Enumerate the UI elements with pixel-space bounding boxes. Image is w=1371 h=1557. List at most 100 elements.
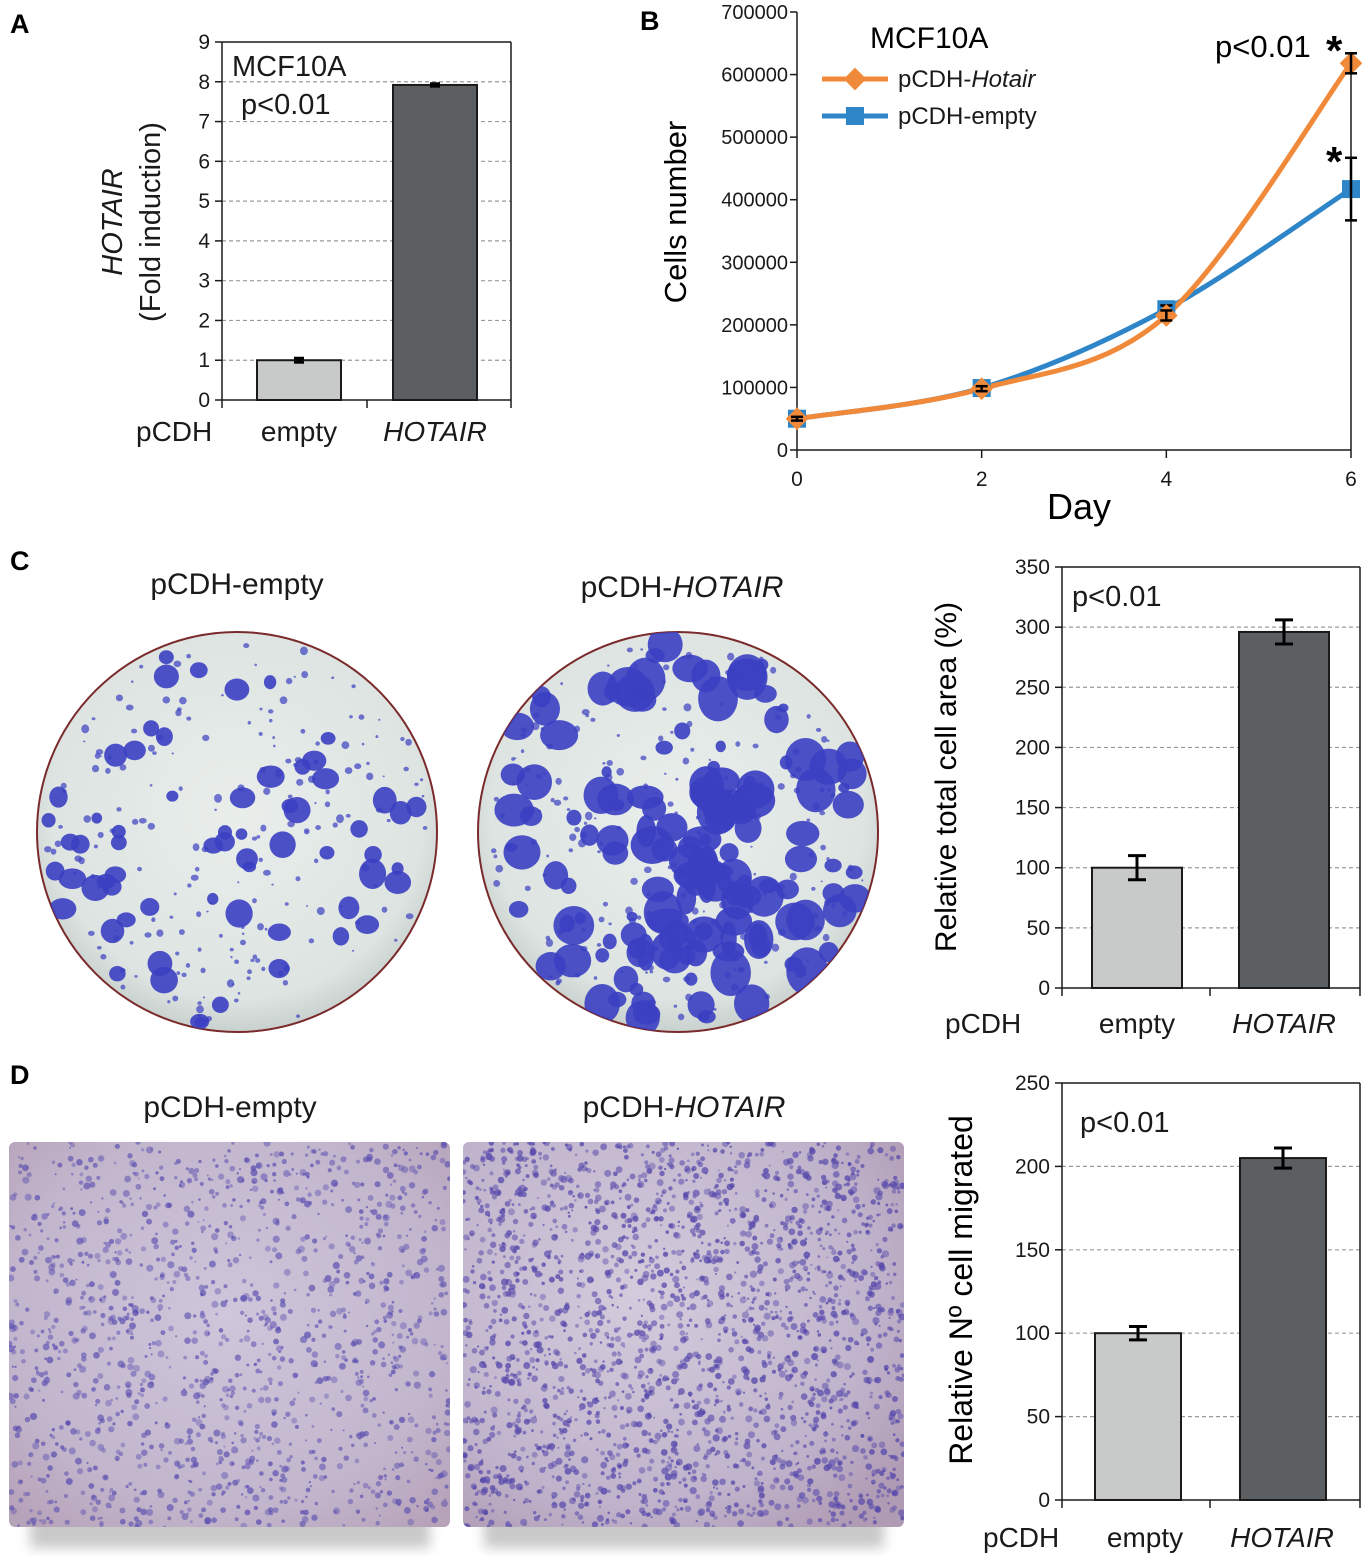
migrated-cell (139, 1387, 145, 1393)
migrated-cell (206, 1499, 213, 1506)
colony (234, 959, 240, 965)
migrated-cell (378, 1341, 386, 1349)
migrated-cell (854, 1158, 860, 1164)
colony (167, 1000, 171, 1004)
migrated-cell (486, 1346, 489, 1349)
migrated-cell (753, 1323, 756, 1326)
migrated-cell (408, 1158, 412, 1162)
migrated-cell (338, 1446, 343, 1451)
migrated-cell (399, 1205, 406, 1212)
migrated-cell (787, 1180, 795, 1188)
migrated-cell (310, 1149, 315, 1154)
migrated-cell (704, 1473, 707, 1476)
colony (508, 900, 529, 918)
migrated-cell (380, 1302, 387, 1308)
migrated-cell (748, 1306, 753, 1311)
migrated-cell (272, 1470, 279, 1477)
migrated-cell (587, 1310, 591, 1315)
migrated-cell (490, 1318, 497, 1325)
migrated-cell (672, 1275, 680, 1283)
migrated-cell (80, 1352, 87, 1359)
colony (364, 845, 382, 864)
migrated-cell (900, 1515, 904, 1521)
migrated-cell (413, 1210, 418, 1214)
migrated-cell (119, 1318, 126, 1325)
migrated-cell (867, 1416, 871, 1420)
migrated-cell (700, 1241, 704, 1245)
migrated-cell (687, 1190, 691, 1194)
migrated-cell (529, 1292, 533, 1296)
chart-a-group-label: pCDH (136, 416, 212, 447)
migrated-cell (802, 1265, 809, 1272)
migrated-cell (23, 1492, 28, 1497)
migrated-cell (627, 1217, 633, 1224)
panel-d-photos: pCDH-empty pCDH-HOTAIR (9, 1091, 904, 1548)
colony (200, 967, 206, 974)
migrated-cell (779, 1193, 784, 1198)
migrated-cell (388, 1373, 393, 1377)
migrated-cell (741, 1311, 750, 1319)
migrated-cell (174, 1245, 179, 1250)
migrated-cell (880, 1255, 884, 1259)
migrated-cell (757, 1485, 765, 1492)
colony (113, 939, 117, 943)
migrated-cell (109, 1189, 117, 1196)
migrated-cell (705, 1501, 713, 1509)
colony (516, 764, 553, 800)
migrated-cell (246, 1403, 253, 1409)
colony (776, 879, 799, 900)
migrated-cell (154, 1314, 162, 1321)
migrated-cell (606, 1475, 611, 1480)
migrated-cell (739, 1459, 742, 1463)
colony (243, 643, 250, 649)
migrated-cell (198, 1198, 201, 1201)
migrated-cell (818, 1159, 823, 1165)
migrated-cell (269, 1260, 273, 1264)
migrated-cell (860, 1333, 864, 1337)
migrated-cell (256, 1238, 260, 1242)
migrated-cell (222, 1404, 229, 1411)
migrated-cell (173, 1270, 181, 1278)
migrated-cell (340, 1156, 347, 1163)
migrated-cell (480, 1517, 485, 1522)
migrated-cell (494, 1391, 501, 1397)
migrated-cell (547, 1462, 555, 1470)
migrated-cell (770, 1310, 774, 1314)
colony (285, 758, 292, 764)
migrated-cell (33, 1255, 38, 1261)
migrated-cell (695, 1494, 701, 1500)
migrated-cell (630, 1387, 634, 1391)
migrated-cell (629, 1219, 633, 1222)
migrated-cell (343, 1271, 351, 1279)
migrated-cell (431, 1415, 437, 1420)
migrated-cell (358, 1209, 364, 1214)
migrated-cell (737, 1291, 741, 1295)
migrated-cell (439, 1354, 446, 1361)
migrated-cell (895, 1308, 901, 1314)
migrated-cell (534, 1443, 538, 1447)
migrated-cell (132, 1413, 140, 1421)
migrated-cell (390, 1154, 394, 1157)
migrated-cell (204, 1330, 211, 1337)
migrated-cell (149, 1296, 154, 1301)
migrated-cell (866, 1290, 873, 1297)
migrated-cell (75, 1429, 81, 1435)
migrated-cell (135, 1142, 141, 1145)
colony (246, 976, 251, 981)
migrated-cell (506, 1412, 511, 1416)
migrated-cell (874, 1376, 882, 1384)
migrated-cell (703, 1188, 711, 1196)
migrated-cell (178, 1265, 184, 1272)
migrated-cell (560, 1254, 564, 1258)
migrated-cell (671, 1249, 677, 1255)
migrated-cell (52, 1202, 56, 1205)
migrated-cell (835, 1354, 841, 1360)
migrated-cell (607, 1489, 611, 1494)
migrated-cell (600, 1450, 605, 1456)
migrated-cell (560, 1387, 565, 1391)
migrated-cell (125, 1315, 130, 1321)
colony (344, 767, 353, 775)
migrated-cell (89, 1515, 96, 1521)
migrated-cell (674, 1465, 678, 1469)
migrated-cell (727, 1378, 735, 1385)
